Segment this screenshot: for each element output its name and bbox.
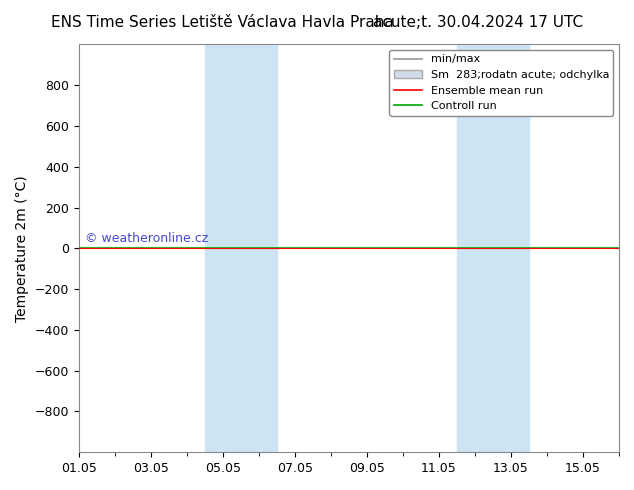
Legend: min/max, Sm  283;rodatn acute; odchylka, Ensemble mean run, Controll run: min/max, Sm 283;rodatn acute; odchylka, …	[389, 50, 614, 116]
Text: © weatheronline.cz: © weatheronline.cz	[85, 232, 209, 245]
Y-axis label: Temperature 2m (°C): Temperature 2m (°C)	[15, 175, 29, 322]
Bar	[457, 45, 529, 452]
Text: ENS Time Series Letiště Václava Havla Praha: ENS Time Series Letiště Václava Havla Pr…	[51, 15, 394, 30]
Bar	[205, 45, 277, 452]
Text: acute;t. 30.04.2024 17 UTC: acute;t. 30.04.2024 17 UTC	[373, 15, 583, 30]
